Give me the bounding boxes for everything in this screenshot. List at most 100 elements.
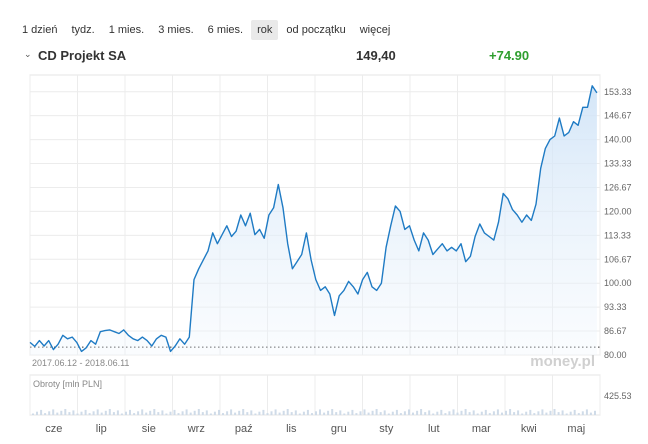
- volume-bar: [315, 411, 317, 416]
- volume-tick: 425.53: [604, 391, 632, 401]
- volume-bar: [177, 413, 180, 415]
- volume-bar: [577, 413, 580, 415]
- volume-bar: [64, 409, 67, 415]
- month-label: paź: [235, 423, 253, 435]
- volume-bar: [379, 412, 382, 415]
- month-label: lut: [428, 423, 440, 435]
- volume-bar: [222, 413, 224, 415]
- volume-bar: [68, 412, 71, 415]
- volume-bar: [189, 412, 192, 415]
- volume-bar: [464, 409, 467, 415]
- volume-bar: [412, 412, 414, 415]
- volume-bar: [387, 413, 390, 415]
- volume-bar: [165, 413, 168, 415]
- volume-bar: [525, 411, 528, 415]
- month-label: mar: [472, 423, 491, 435]
- volume-bar: [278, 412, 281, 415]
- volume-bar: [129, 409, 131, 415]
- volume-bar: [408, 409, 410, 415]
- volume-bar: [428, 410, 431, 416]
- volume-bar: [242, 409, 245, 415]
- volume-bar: [32, 413, 34, 415]
- volume-bar: [254, 413, 257, 415]
- volume-bar: [335, 412, 338, 415]
- volume-bar: [460, 410, 463, 415]
- volume-bar: [363, 409, 366, 415]
- volume-bar: [193, 410, 196, 415]
- y-axis-ticks: 80.00 86.67 93.33 100.00 106.67 113.33 120.00 1…: [604, 87, 632, 360]
- volume-bar: [581, 411, 584, 416]
- volume-bar: [444, 413, 447, 415]
- volume-bar: [573, 409, 576, 415]
- volume-bar: [149, 410, 152, 415]
- volume-bar: [452, 409, 455, 415]
- volume-bar: [529, 409, 532, 415]
- volume-bar: [343, 413, 346, 415]
- volume-bar: [541, 409, 544, 415]
- volume-bar: [509, 409, 512, 415]
- instrument-name: CD Projekt SA: [38, 48, 127, 63]
- y-tick-label: 86.67: [604, 326, 627, 336]
- volume-bar: [96, 409, 99, 415]
- price-line-group: [29, 85, 598, 353]
- chevron-down-icon[interactable]: ⌄: [24, 49, 32, 59]
- y-tick-label: 153.33: [604, 87, 632, 97]
- volume-bar: [108, 409, 111, 415]
- y-tick-label: 146.67: [604, 111, 632, 121]
- volume-bar: [298, 413, 301, 415]
- volume-bar: [545, 412, 548, 415]
- volume-bar: [355, 413, 358, 415]
- tab-since-start[interactable]: od początku: [286, 24, 346, 36]
- volume-bar: [585, 409, 588, 415]
- volume-bar: [80, 411, 83, 415]
- volume-bar: [537, 411, 540, 416]
- volume-bar: [476, 413, 479, 415]
- volume-bar: [399, 413, 402, 415]
- volume-bar: [230, 409, 233, 415]
- volume-bar: [391, 411, 394, 415]
- tab-week[interactable]: tydz.: [71, 24, 95, 36]
- y-tick-label: 80.00: [604, 350, 627, 360]
- volume-bar: [448, 411, 451, 416]
- volume-bar: [173, 409, 176, 415]
- volume-bar: [218, 409, 220, 415]
- volume-bar: [104, 410, 107, 415]
- volume-bar: [246, 412, 249, 415]
- volume-bar: [250, 410, 253, 416]
- month-label: wrz: [187, 423, 205, 435]
- tab-6-months[interactable]: 6 mies.: [207, 24, 244, 36]
- volume-bar: [488, 413, 491, 415]
- volume-bar: [100, 412, 103, 415]
- volume-bar: [205, 410, 208, 416]
- tab-1-month[interactable]: 1 mies.: [108, 24, 145, 36]
- month-label: kwi: [521, 423, 537, 435]
- tab-3-months[interactable]: 3 mies.: [158, 24, 194, 36]
- volume-bar: [120, 413, 123, 415]
- volume-bar: [347, 411, 350, 415]
- volume-bar: [501, 412, 503, 415]
- volume-bar: [36, 411, 38, 415]
- month-label: lip: [96, 423, 107, 435]
- volume-bar: [472, 410, 475, 416]
- volume-bar: [197, 409, 200, 415]
- volume-bar: [116, 410, 119, 416]
- volume-bar: [492, 411, 495, 416]
- volume-bar: [505, 410, 507, 415]
- last-price: 149,40: [356, 48, 396, 63]
- volume-bar: [496, 409, 499, 415]
- volume-bar: [456, 412, 459, 415]
- volume-bar: [371, 410, 374, 415]
- volume-bar: [145, 412, 148, 415]
- tab-year[interactable]: rok: [251, 20, 279, 40]
- volume-bar: [440, 409, 443, 415]
- price-change: +74.90: [489, 48, 530, 63]
- volume-bar: [403, 411, 406, 416]
- price-line: [29, 85, 598, 353]
- volume-bar: [209, 413, 212, 415]
- volume-bar: [424, 412, 427, 415]
- date-range-label: 2017.06.12 - 2018.06.11: [32, 358, 129, 368]
- tab-more[interactable]: więcej: [359, 24, 391, 36]
- volume-bar: [594, 410, 596, 415]
- tab-1-day[interactable]: 1 dzień: [22, 24, 58, 36]
